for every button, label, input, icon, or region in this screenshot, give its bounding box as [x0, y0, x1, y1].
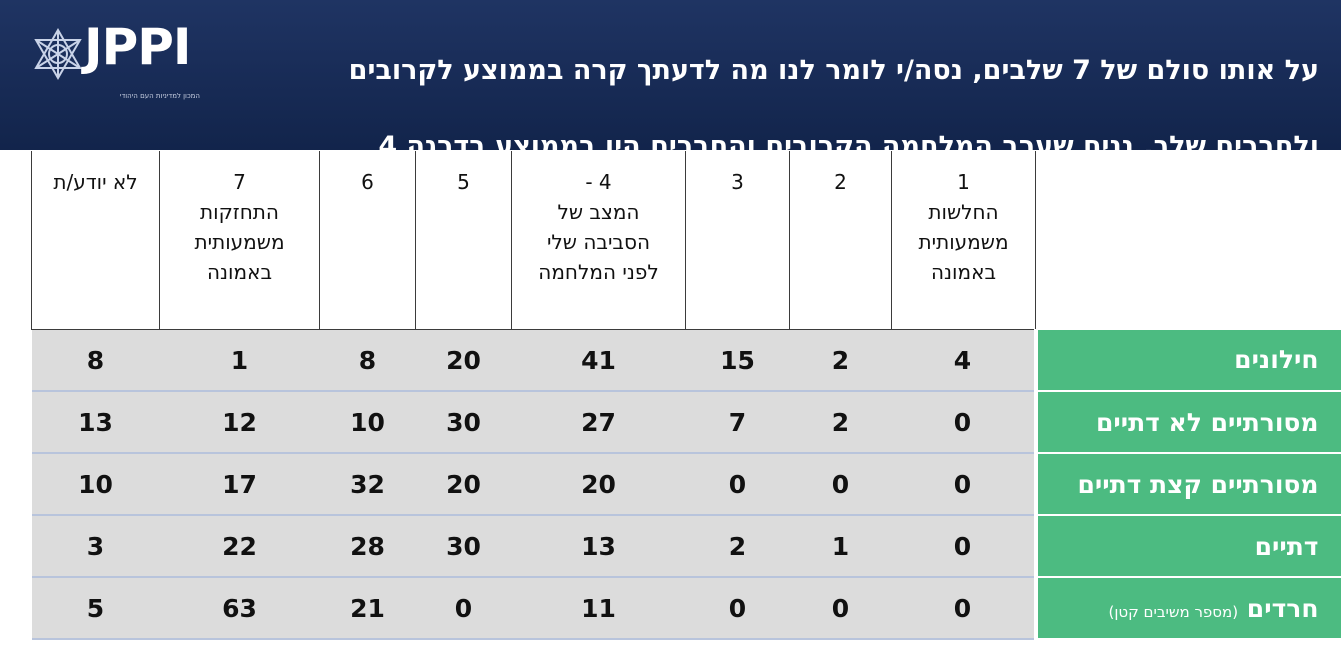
cell-value: 30	[415, 515, 512, 578]
cell-value: 10	[319, 391, 416, 454]
cell-value: 20	[415, 453, 512, 516]
table-row: 3 22 28 30 13 2 1 0 דתיים	[31, 515, 1341, 578]
cell-value: 30	[415, 391, 512, 454]
cell-value: 8	[319, 329, 416, 392]
cell-value: 20	[415, 329, 512, 392]
table-row: 13 12 10 30 27 7 2 0 מסורתיים לא דתיים	[31, 391, 1341, 454]
column-header-3: 3	[685, 151, 790, 330]
table-row: 5 63 21 0 11 0 0 0 חרדים (מספר משיבים קטן)	[31, 577, 1341, 640]
row-label: דתיים	[1033, 515, 1341, 578]
cell-value: 21	[319, 577, 416, 640]
header-spacer	[1036, 151, 1341, 330]
cell-value: 2	[789, 329, 892, 392]
row-label-text: מסורתיים לא דתיים	[1095, 407, 1319, 437]
cell-value: 13	[511, 515, 686, 578]
cell-value: 4	[891, 329, 1036, 392]
column-header-7: 7 התחזקות משמעותית באמונה	[159, 151, 320, 330]
header-row: לא יודע/ת 7 התחזקות משמעותית באמונה 6 5 4 - …	[31, 151, 1341, 330]
column-header-2: 2	[789, 151, 892, 330]
cell-value: 0	[415, 577, 512, 640]
cell-value: 5	[31, 577, 160, 640]
cell-value: 28	[319, 515, 416, 578]
cell-value: 41	[511, 329, 686, 392]
row-label: חרדים (מספר משיבים קטן)	[1033, 577, 1341, 640]
column-header-5: 5	[415, 151, 512, 330]
cell-value: 0	[891, 453, 1036, 516]
cell-value: 11	[511, 577, 686, 640]
column-header-dk: לא יודע/ת	[31, 151, 160, 330]
cell-value: 15	[685, 329, 790, 392]
cell-value: 22	[159, 515, 320, 578]
row-label-text: מסורתיים קצת דתיים	[1077, 469, 1319, 499]
column-header-6: 6	[319, 151, 416, 330]
cell-value: 2	[685, 515, 790, 578]
row-label-text: דתיים	[1254, 531, 1319, 561]
row-label-text: חילונים	[1234, 345, 1319, 375]
cell-value: 0	[789, 577, 892, 640]
cell-value: 63	[159, 577, 320, 640]
cell-value: 27	[511, 391, 686, 454]
row-label: חילונים	[1033, 329, 1341, 392]
cell-value: 0	[685, 577, 790, 640]
cell-value: 7	[685, 391, 790, 454]
row-label-text: חרדים	[1246, 593, 1319, 623]
cell-value: 0	[891, 515, 1036, 578]
cell-value: 10	[31, 453, 160, 516]
star-of-david-icon	[34, 28, 82, 80]
cell-value: 3	[31, 515, 160, 578]
table-row: 8 1 8 20 41 15 2 4 חילונים	[31, 329, 1341, 392]
jppi-logo: JPPI המכון למדיניות העם היהודי	[30, 18, 200, 110]
data-table: לא יודע/ת 7 התחזקות משמעותית באמונה 6 5 4 - …	[31, 151, 1341, 640]
cell-value: 20	[511, 453, 686, 516]
cell-value: 12	[159, 391, 320, 454]
column-header-1: 1 החלשות משמעותית באמונה	[891, 151, 1036, 330]
table-row: 10 17 32 20 20 0 0 0 מסורתיים קצת דתיים	[31, 453, 1341, 516]
column-header-4: 4 - המצב של הסביבה שלי לפני המלחמה	[511, 151, 686, 330]
header-banner: JPPI המכון למדיניות העם היהודי על אותו ס…	[0, 0, 1341, 238]
logo-text: JPPI	[84, 18, 191, 76]
cell-value: 1	[159, 329, 320, 392]
row-label-note: (מספר משיבים קטן)	[1108, 602, 1239, 621]
cell-value: 0	[891, 577, 1036, 640]
cell-value: 8	[31, 329, 160, 392]
title-line-1: על אותו סולם של 7 שלבים, נסה/י לומר לנו …	[348, 55, 1319, 86]
cell-value: 32	[319, 453, 416, 516]
logo-subtitle: המכון למדיניות העם היהודי	[119, 92, 200, 100]
cell-value: 0	[789, 453, 892, 516]
cell-value: 1	[789, 515, 892, 578]
cell-value: 0	[891, 391, 1036, 454]
row-label: מסורתיים לא דתיים	[1033, 391, 1341, 454]
cell-value: 2	[789, 391, 892, 454]
row-label: מסורתיים קצת דתיים	[1033, 453, 1341, 516]
cell-value: 0	[685, 453, 790, 516]
cell-value: 17	[159, 453, 320, 516]
cell-value: 13	[31, 391, 160, 454]
